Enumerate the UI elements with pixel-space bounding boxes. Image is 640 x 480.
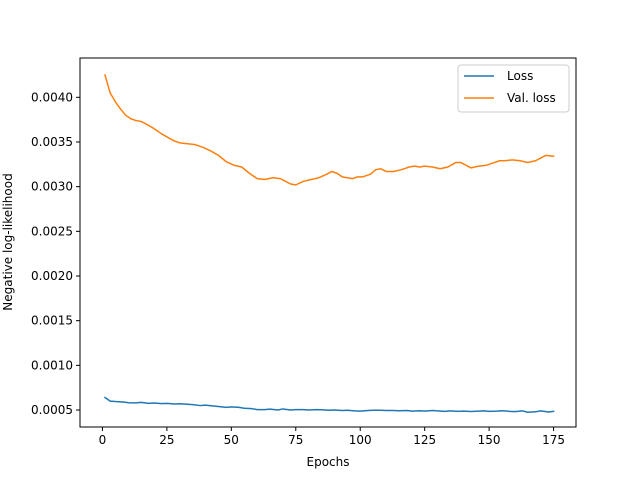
y-tick-label: 0.0040 xyxy=(31,90,73,104)
x-tick-label: 125 xyxy=(413,433,436,447)
axes-frame xyxy=(79,57,577,428)
y-axis-label: Negative log-likelihood xyxy=(1,173,15,310)
x-tick-label: 100 xyxy=(349,433,372,447)
y-tick-label: 0.0020 xyxy=(31,269,73,283)
y-tick-label: 0.0010 xyxy=(31,358,73,372)
y-tick-label: 0.0025 xyxy=(31,224,73,238)
y-tick-label: 0.0005 xyxy=(31,403,73,417)
legend-label: Loss xyxy=(507,69,533,83)
y-tick-label: 0.0035 xyxy=(31,135,73,149)
x-axis-ticks: 0 25 50 75 100 125 150 175 xyxy=(99,427,565,447)
x-tick-label: 50 xyxy=(224,433,239,447)
x-tick-label: 0 xyxy=(99,433,107,447)
series-line-loss xyxy=(103,396,555,414)
y-axis-ticks: 0.0005 0.0010 0.0015 0.0020 0.0025 0.0030 0.00… xyxy=(31,90,80,417)
legend: Loss Val. loss xyxy=(457,64,570,113)
y-tick-label: 0.0015 xyxy=(31,314,73,328)
series-line-val-loss xyxy=(104,74,555,186)
plot-area xyxy=(103,74,555,414)
y-tick-label: 0.0030 xyxy=(31,180,73,194)
legend-label: Val. loss xyxy=(507,91,556,105)
x-tick-label: 75 xyxy=(288,433,303,447)
x-axis-label: Epochs xyxy=(307,455,350,469)
x-tick-label: 150 xyxy=(478,433,501,447)
x-tick-label: 175 xyxy=(542,433,565,447)
x-tick-label: 25 xyxy=(159,433,174,447)
